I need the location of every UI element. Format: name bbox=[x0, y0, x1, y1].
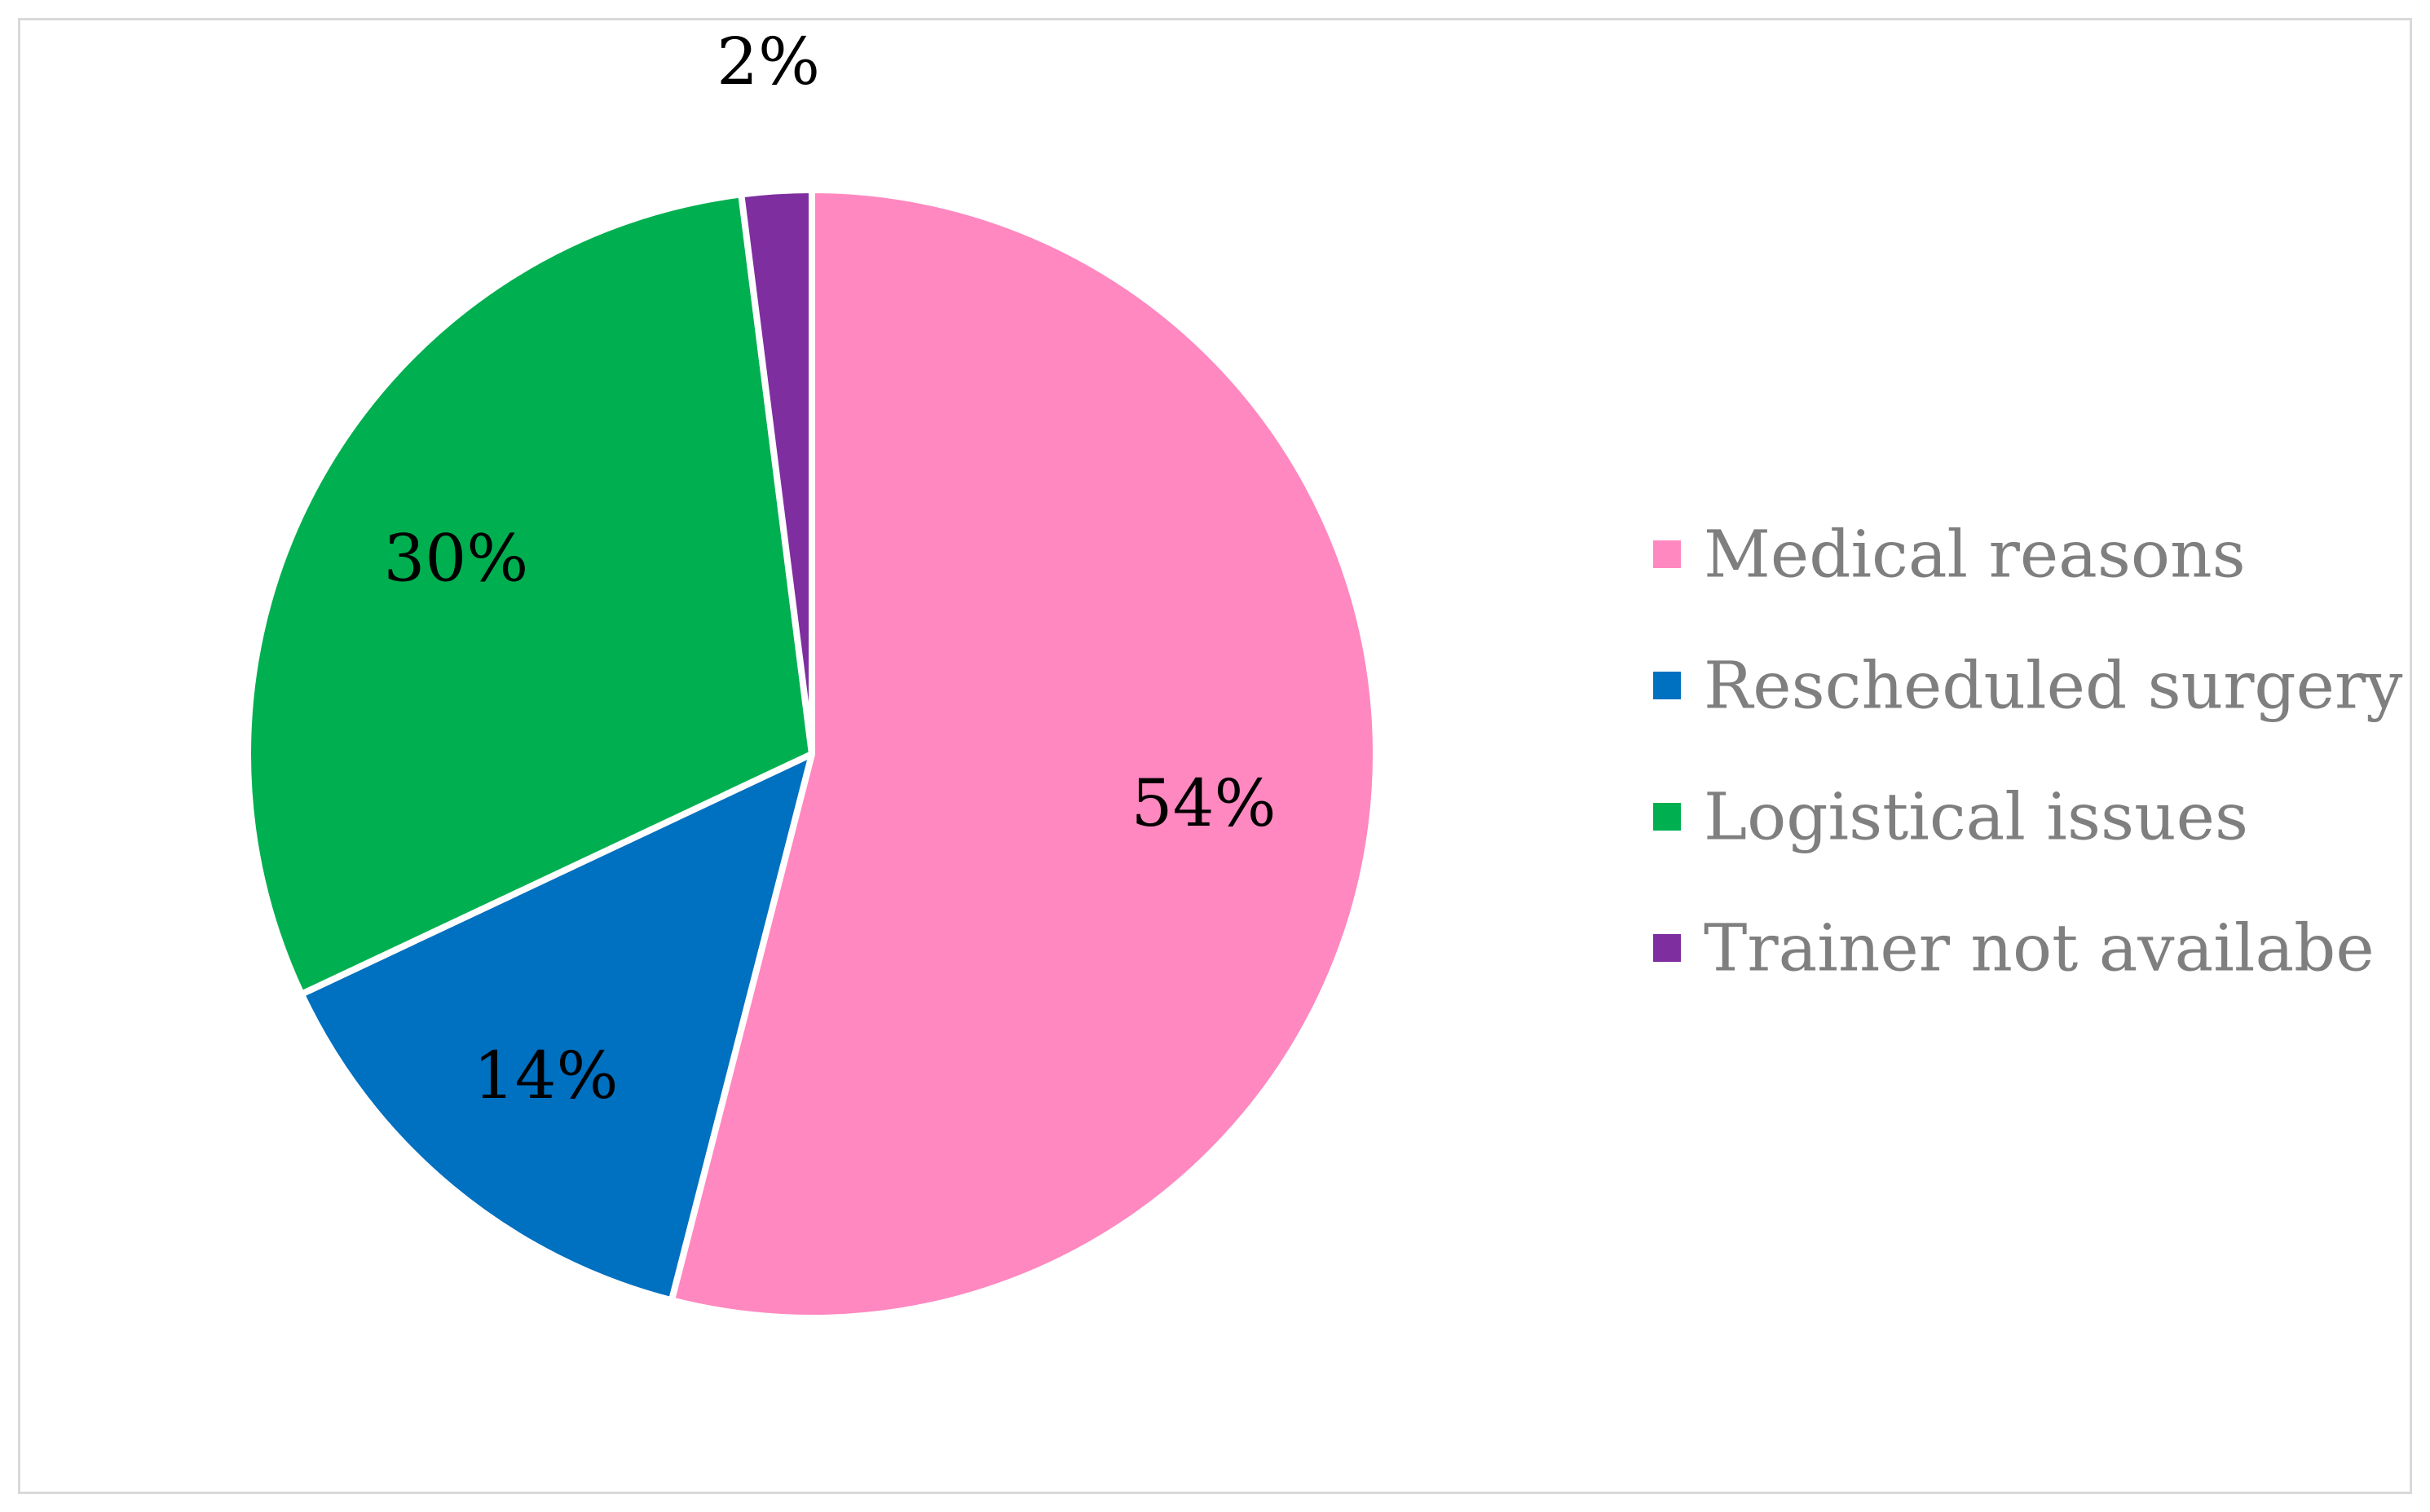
legend: Medical reasons Rescheduled surgery Logist… bbox=[1653, 517, 2402, 986]
data-label-logistical-issues: 30% bbox=[383, 520, 528, 596]
legend-swatch-logistical-issues bbox=[1653, 803, 1681, 831]
pie-slice-trainer-not-availabe bbox=[738, 187, 815, 757]
legend-swatch-rescheduled-surgery bbox=[1653, 672, 1681, 699]
legend-label-trainer-not-availabe: Trainer not availabe bbox=[1704, 910, 2375, 986]
pie-slices bbox=[245, 187, 1379, 1321]
data-label-medical-reasons: 54% bbox=[1131, 765, 1277, 841]
legend-swatch-trainer-not-availabe bbox=[1653, 934, 1681, 962]
pie-slice-rescheduled-surgery bbox=[298, 751, 815, 1304]
pie-slice-logistical-issues bbox=[245, 191, 815, 998]
data-label-rescheduled-surgery: 14% bbox=[474, 1038, 619, 1113]
legend-label-rescheduled-surgery: Rescheduled surgery bbox=[1704, 648, 2402, 724]
pie-labels: 54% 14% 30% 2% bbox=[383, 24, 1276, 1113]
legend-swatch-medical-reasons bbox=[1653, 540, 1681, 568]
data-label-trainer-not-availabe: 2% bbox=[717, 24, 820, 99]
pie-slice-medical-reasons bbox=[668, 187, 1379, 1321]
legend-label-logistical-issues: Logistical issues bbox=[1704, 779, 2248, 855]
legend-label-medical-reasons: Medical reasons bbox=[1704, 517, 2246, 593]
